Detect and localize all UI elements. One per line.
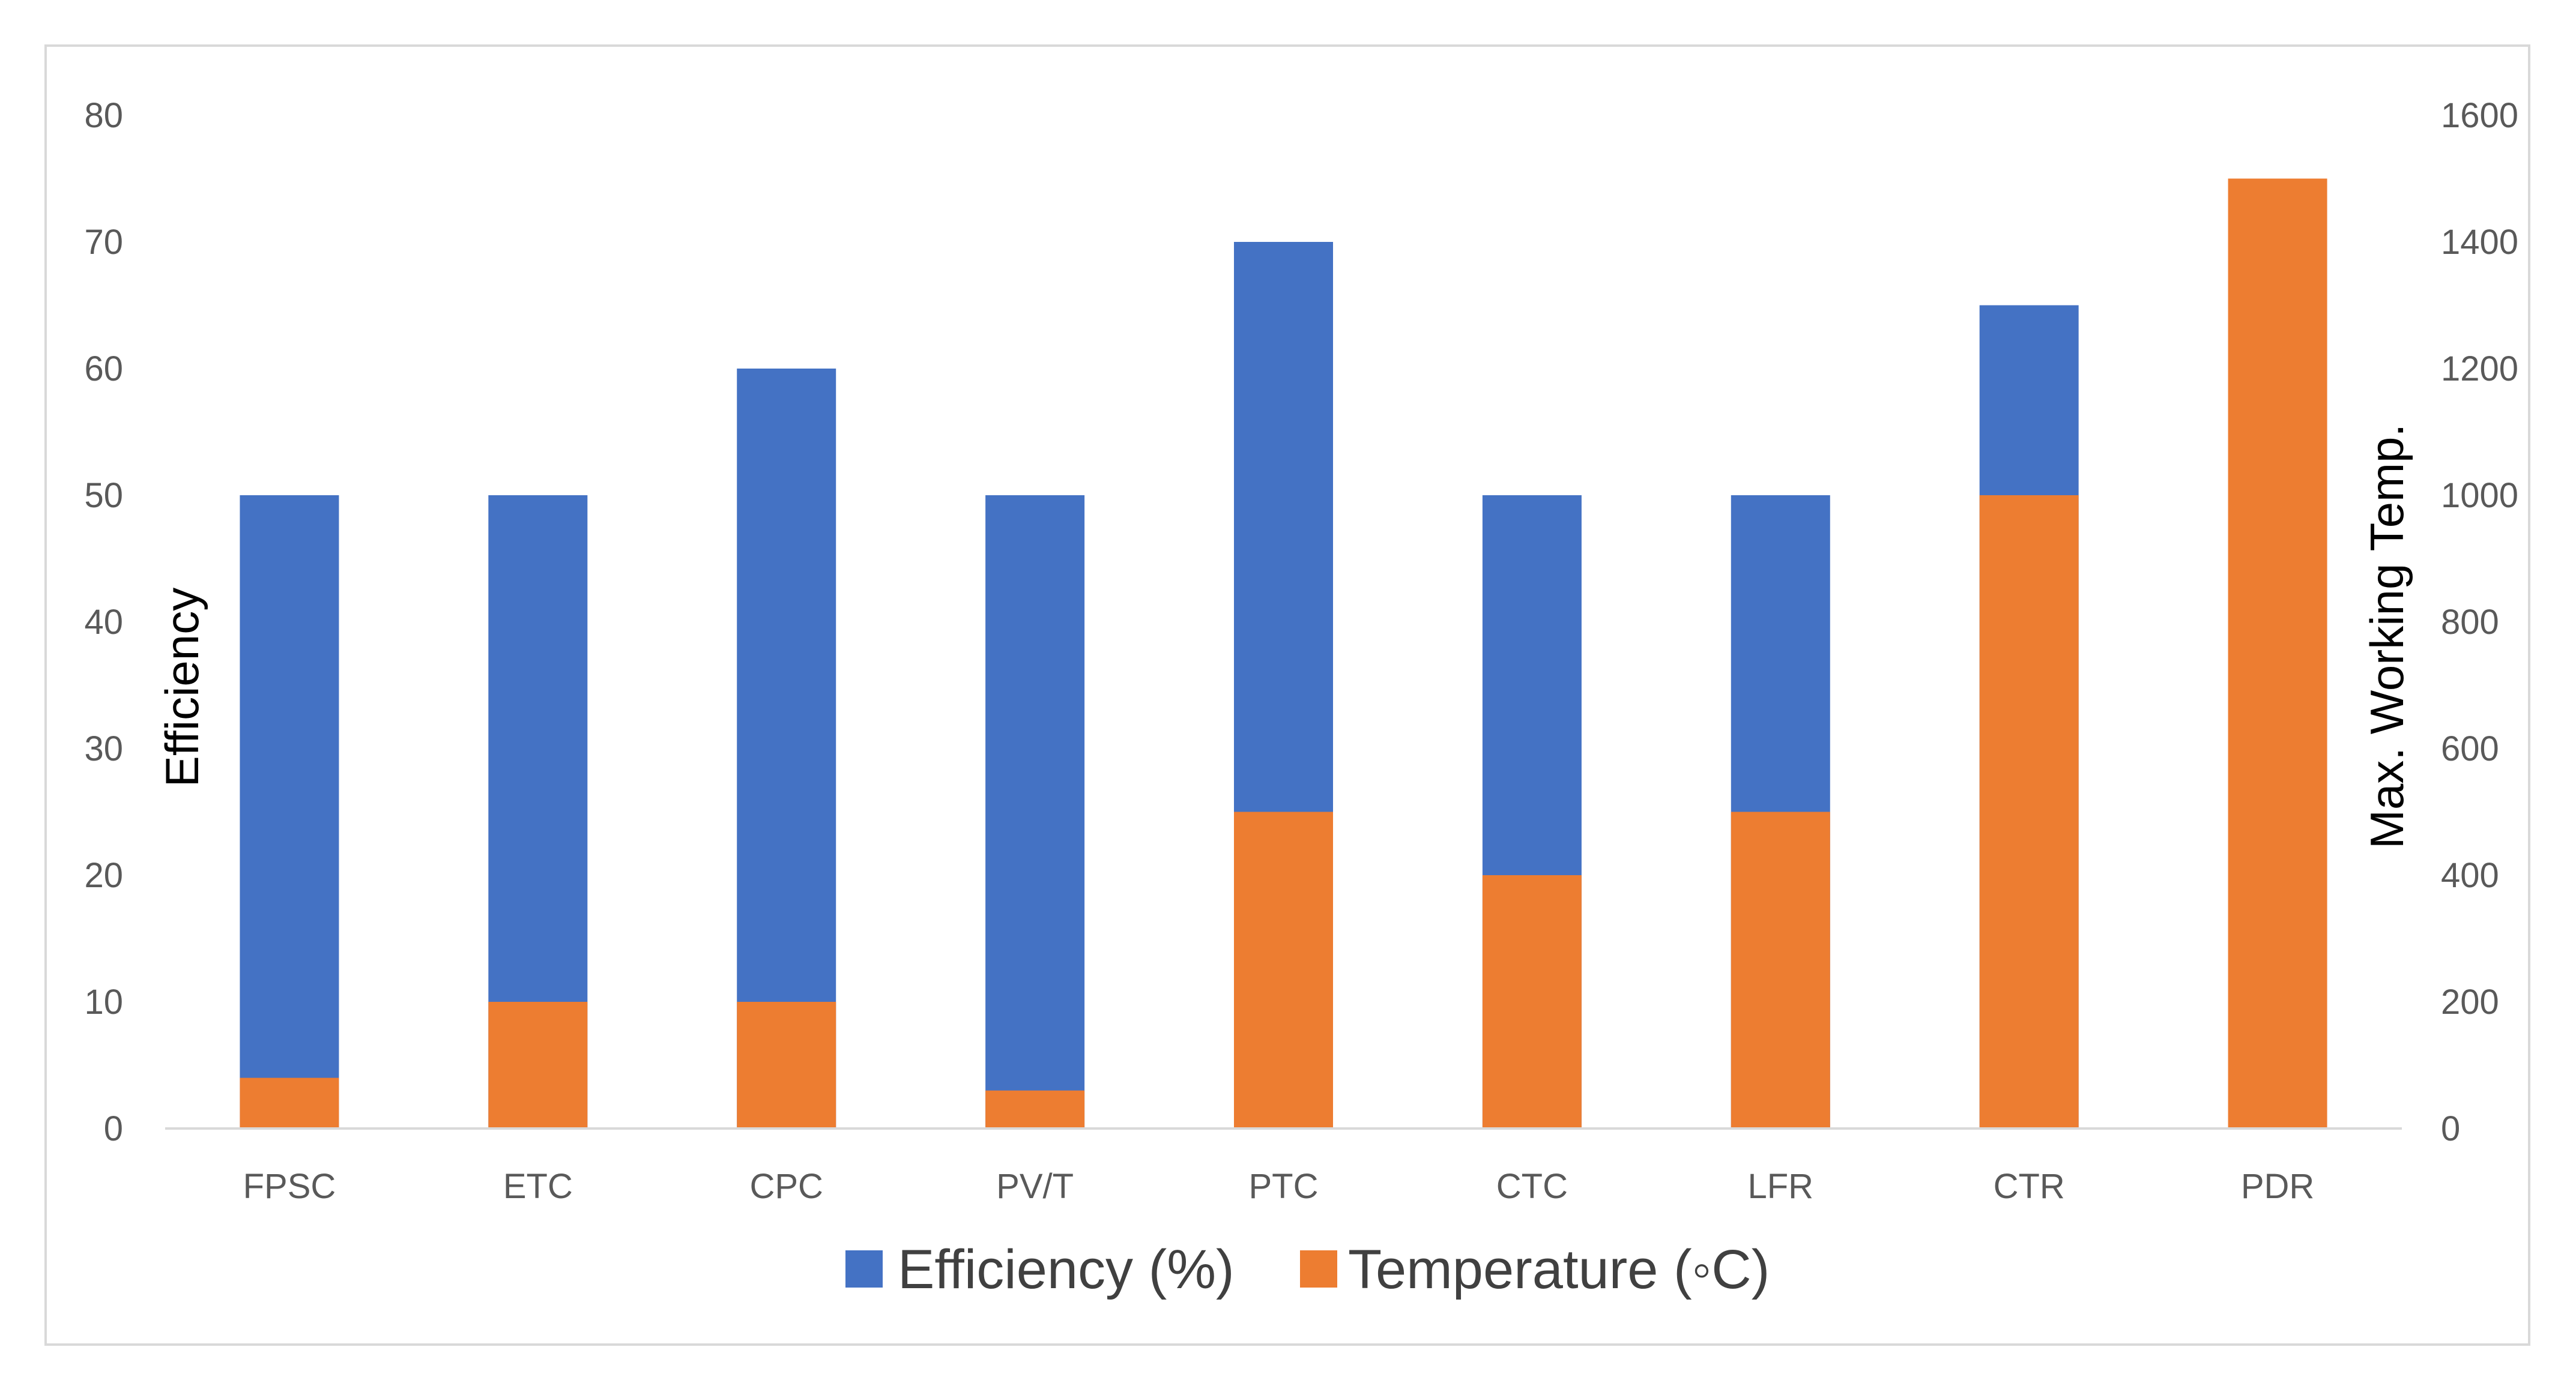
x-tick-label: PDR [2241, 1167, 2314, 1206]
bars-layer [240, 178, 2327, 1128]
temperature-bar-lfr [1731, 812, 1830, 1128]
right-y-tick-label: 600 [2441, 729, 2499, 768]
left-y-tick-label: 70 [84, 223, 123, 262]
right-y-tick-label: 400 [2441, 856, 2499, 895]
right-y-tick-label: 1000 [2441, 476, 2518, 515]
x-tick-label: ETC [503, 1167, 573, 1206]
left-y-tick-label: 30 [84, 729, 123, 768]
left-y-tick-label: 80 [84, 96, 123, 135]
legend-label-temperature: Temperature (◦C) [1348, 1239, 1770, 1300]
temperature-bar-ctr [1979, 495, 2079, 1128]
efficiency-bar-pvt [985, 495, 1085, 1128]
right-y-tick-label: 1600 [2441, 96, 2518, 135]
x-tick-label: PTC [1249, 1167, 1319, 1206]
temperature-bar-fpsc [240, 1077, 339, 1128]
legend-swatch-temperature [1300, 1250, 1337, 1288]
temperature-bar-ctc [1482, 875, 1582, 1128]
left-y-tick-label: 40 [84, 603, 123, 642]
x-tick-label: CPC [749, 1167, 823, 1206]
temperature-bar-pvt [985, 1090, 1085, 1128]
right-y-tick-label: 800 [2441, 603, 2499, 642]
left-y-tick-label: 50 [84, 476, 123, 515]
right-y-tick-label: 1400 [2441, 223, 2518, 262]
temperature-bar-etc [488, 1002, 588, 1128]
x-tick-label: FPSC [243, 1167, 336, 1206]
x-tick-label: LFR [1747, 1167, 1813, 1206]
temperature-bar-cpc [737, 1002, 836, 1128]
legend-swatch-efficiency [845, 1250, 883, 1288]
legend-label-efficiency: Efficiency (%) [898, 1239, 1235, 1300]
temperature-bar-pdr [2228, 178, 2327, 1128]
right-y-axis-title: Max. Working Temp. [2360, 424, 2413, 849]
left-y-axis-title: Efficiency [156, 588, 208, 787]
x-tick-label: PV/T [996, 1167, 1074, 1206]
right-y-tick-label: 0 [2441, 1109, 2460, 1148]
right-y-axis-ticks: 0 200 400 600 800 1000 1200 1400 1600 [2441, 96, 2518, 1148]
left-y-tick-label: 10 [84, 983, 123, 1022]
left-y-tick-label: 20 [84, 856, 123, 895]
x-axis-ticks: FPSC ETC CPC PV/T PTC CTC LFR CTR PDR [243, 1167, 2315, 1206]
left-y-tick-label: 60 [84, 349, 123, 388]
temperature-bar-ptc [1234, 812, 1333, 1128]
x-tick-label: CTC [1496, 1167, 1568, 1206]
left-y-axis-ticks: 0 10 20 30 40 50 60 70 80 [84, 96, 123, 1148]
efficiency-bar-fpsc [240, 495, 339, 1128]
legend: Efficiency (%) Temperature (◦C) [845, 1239, 1770, 1300]
right-y-tick-label: 200 [2441, 983, 2499, 1022]
x-tick-label: CTR [1994, 1167, 2065, 1206]
left-y-tick-label: 0 [104, 1109, 123, 1148]
right-y-tick-label: 1200 [2441, 349, 2518, 388]
